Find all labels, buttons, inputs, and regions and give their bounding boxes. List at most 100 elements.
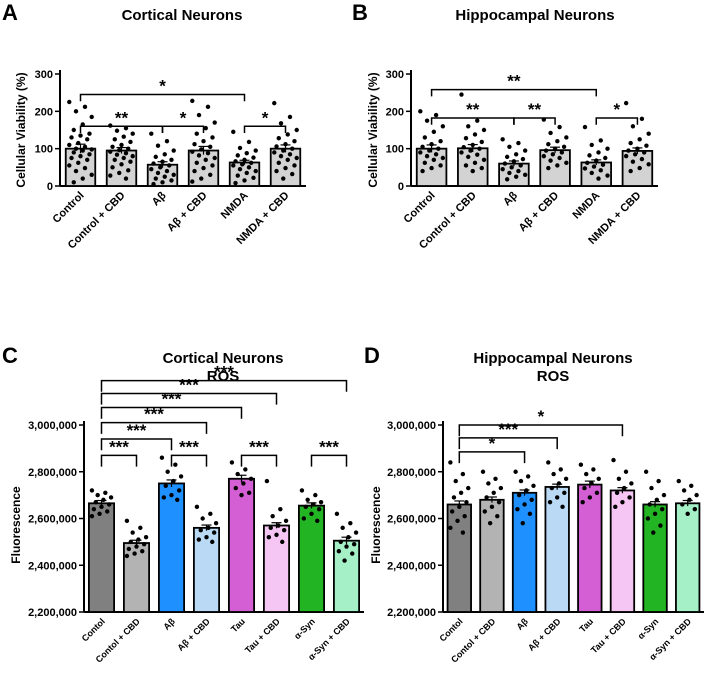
significance-stars: *: [614, 100, 621, 119]
data-point: [114, 128, 120, 133]
data-point: [278, 121, 284, 126]
data-point: [598, 138, 603, 143]
data-point: [213, 520, 219, 526]
data-point: [562, 490, 567, 495]
data-point: [546, 460, 551, 465]
y-tick-label: 2,600,000: [387, 514, 436, 526]
data-point: [76, 160, 81, 166]
bar: [544, 486, 570, 613]
chart-title-a: Cortical Neurons: [122, 7, 243, 24]
data-point: [124, 553, 130, 559]
data-point: [429, 165, 434, 171]
data-point: [589, 481, 594, 486]
data-point: [551, 471, 556, 477]
data-point: [126, 546, 132, 552]
data-point: [71, 127, 76, 133]
data-point: [582, 166, 588, 171]
data-point: [162, 152, 167, 157]
data-point: [472, 132, 478, 137]
data-point: [175, 497, 180, 502]
data-point: [164, 139, 170, 144]
data-point: [527, 511, 533, 517]
data-point: [119, 142, 124, 148]
x-category-label: Contol: [438, 616, 465, 643]
data-point: [596, 176, 601, 181]
significance-labels-b: ** ** ** *: [466, 72, 620, 119]
data-point: [192, 141, 197, 147]
data-point: [660, 506, 665, 512]
x-category-label: Control: [402, 190, 438, 226]
significance-labels-c: *** *** *** *** *** *** *** *** ***: [109, 363, 339, 457]
panel-a: A Cortical Neurons Cellular Viability (%…: [2, 0, 306, 251]
data-point: [301, 516, 307, 521]
data-point: [524, 488, 529, 493]
significance-stars: *: [538, 407, 545, 426]
data-point: [281, 176, 286, 181]
data-point: [582, 485, 587, 491]
data-point: [89, 172, 94, 177]
data-point: [520, 520, 525, 526]
data-point: [635, 146, 640, 151]
data-point: [522, 502, 527, 507]
data-point: [292, 163, 297, 168]
data-point: [201, 165, 206, 171]
data-point: [541, 153, 547, 159]
data-point: [205, 150, 211, 156]
significance-stars: ***: [179, 437, 199, 456]
data-point: [87, 131, 92, 136]
significance-stars: ***: [498, 420, 518, 439]
panel-d: D Hippocampal Neurons ROS Fluorescence 2…: [364, 343, 704, 665]
data-point: [134, 544, 139, 549]
data-point: [455, 518, 460, 524]
data-point: [155, 170, 161, 176]
data-point: [204, 535, 209, 540]
data-point: [108, 173, 113, 178]
y-tick-label: 2,800,000: [28, 467, 77, 479]
data-point: [237, 167, 243, 172]
data-point: [511, 159, 517, 164]
y-tick-label: 2,400,000: [387, 560, 436, 572]
data-point: [108, 149, 113, 154]
data-point: [303, 504, 308, 510]
data-point: [646, 131, 651, 136]
data-point: [239, 492, 244, 498]
y-tick-label: 2,200,000: [387, 607, 436, 619]
data-point: [128, 539, 133, 545]
data-point: [563, 476, 569, 481]
plot-area-d: [438, 421, 704, 613]
data-point: [130, 153, 135, 159]
data-point: [525, 474, 531, 479]
significance-stars: ***: [319, 437, 339, 456]
significance-stars: **: [507, 72, 521, 91]
significance-bracket: [100, 406, 243, 419]
data-point: [253, 148, 258, 153]
data-point: [654, 497, 660, 502]
data-point: [591, 467, 596, 472]
bar: [479, 498, 505, 613]
y-tick-label: 2,600,000: [28, 514, 77, 526]
x-category-labels-d: Contol Contol + CBD Aβ Aβ + CBD Tau Tau …: [438, 616, 694, 665]
data-point: [246, 490, 252, 495]
x-category-label: Tau: [229, 616, 247, 634]
data-point: [429, 141, 434, 147]
data-point: [201, 139, 206, 144]
data-point: [596, 150, 601, 155]
data-point: [231, 163, 236, 168]
data-point: [470, 168, 475, 174]
data-point: [235, 153, 240, 158]
data-point: [517, 492, 522, 498]
data-point: [85, 137, 90, 142]
data-point: [198, 527, 203, 533]
data-point: [448, 525, 453, 531]
data-point: [85, 157, 90, 163]
data-point: [507, 170, 512, 176]
data-point: [529, 497, 534, 502]
x-category-labels-a: Control Control + CBD Aβ Aβ + CBD NMDA N…: [50, 189, 291, 251]
data-point: [126, 146, 131, 151]
significance-bracket: [458, 424, 624, 437]
data-point: [651, 530, 656, 535]
data-point: [149, 131, 154, 136]
data-point: [637, 165, 642, 171]
data-point: [318, 499, 324, 505]
data-point: [466, 485, 471, 491]
